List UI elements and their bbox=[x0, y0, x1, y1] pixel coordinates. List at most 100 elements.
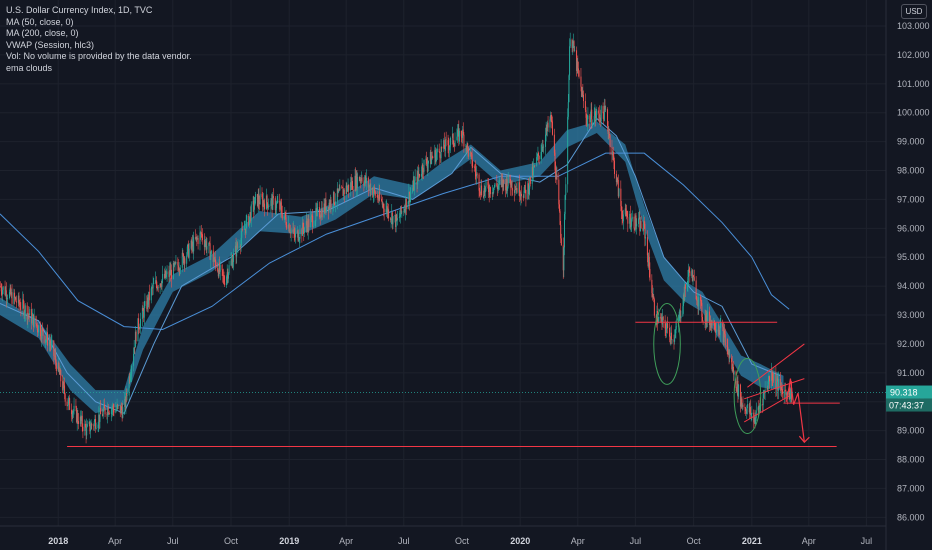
legend-volume[interactable]: Vol: No volume is provided by the data v… bbox=[6, 51, 192, 61]
candle-body bbox=[744, 407, 746, 408]
candle-body bbox=[736, 387, 738, 392]
candle-body bbox=[36, 325, 38, 331]
candle-body bbox=[350, 182, 352, 187]
candle-body bbox=[422, 164, 424, 172]
candle-body bbox=[33, 314, 35, 328]
candle-body bbox=[224, 282, 226, 286]
candle-body bbox=[160, 283, 162, 286]
candle-body bbox=[412, 179, 414, 189]
legend-ema-clouds[interactable]: ema clouds bbox=[6, 62, 53, 73]
candle-body bbox=[146, 297, 148, 309]
candle-body bbox=[670, 332, 672, 340]
candle-body bbox=[607, 126, 609, 134]
legend-ma50[interactable]: MA (50, close, 0) bbox=[6, 16, 74, 27]
candle-body bbox=[379, 191, 381, 199]
candle-body bbox=[20, 308, 22, 310]
candle-body bbox=[253, 205, 255, 210]
candle-body bbox=[323, 203, 325, 218]
candle-body bbox=[572, 43, 574, 49]
candle-body bbox=[10, 292, 12, 296]
candle-body bbox=[239, 246, 241, 247]
candle-body bbox=[594, 111, 596, 117]
candle-body bbox=[352, 181, 354, 190]
candle-body bbox=[669, 327, 671, 337]
candle-body bbox=[289, 232, 291, 233]
candle-body bbox=[306, 221, 308, 226]
candle-body bbox=[51, 340, 53, 342]
candle-body bbox=[679, 310, 681, 319]
candle-body bbox=[359, 179, 361, 181]
candle-body bbox=[511, 181, 513, 190]
candle-body bbox=[453, 144, 455, 146]
candle-body bbox=[713, 320, 715, 330]
candle-body bbox=[91, 423, 93, 426]
candle-body bbox=[763, 391, 765, 394]
candle-body bbox=[361, 177, 363, 182]
candle-body bbox=[399, 216, 401, 218]
candle-body bbox=[436, 148, 438, 153]
countdown-badge bbox=[886, 398, 932, 412]
candle-body bbox=[186, 255, 188, 264]
candle-body bbox=[8, 292, 10, 298]
candle-body bbox=[24, 305, 26, 314]
candle-body bbox=[356, 173, 358, 188]
y-tick-label: 86.000 bbox=[897, 512, 925, 522]
candle-body bbox=[568, 75, 570, 103]
candle-body bbox=[122, 406, 124, 418]
candle-body bbox=[789, 396, 791, 399]
candle-body bbox=[790, 387, 792, 397]
candle-body bbox=[71, 409, 73, 415]
candle-body bbox=[414, 176, 416, 181]
candle-body bbox=[444, 148, 446, 151]
y-tick-label: 87.000 bbox=[897, 483, 925, 493]
candle-body bbox=[741, 404, 743, 406]
candle-body bbox=[540, 152, 542, 160]
candle-body bbox=[643, 220, 645, 231]
candle-body bbox=[675, 326, 677, 334]
candle-body bbox=[131, 365, 133, 374]
candle-body bbox=[479, 190, 481, 193]
candle-body bbox=[99, 408, 101, 422]
candle-body bbox=[4, 286, 6, 295]
candle-body bbox=[537, 152, 539, 157]
candle-body bbox=[493, 187, 495, 193]
candle-body bbox=[750, 407, 752, 416]
candle-body bbox=[708, 311, 710, 326]
candle-body bbox=[451, 133, 453, 138]
candle-body bbox=[391, 212, 393, 225]
candle-body bbox=[1, 291, 3, 295]
candle-body bbox=[386, 206, 388, 214]
candle-body bbox=[404, 209, 406, 213]
candle-body bbox=[134, 347, 136, 348]
candle-body bbox=[183, 254, 185, 264]
candle-body bbox=[2, 289, 4, 295]
candle-body bbox=[554, 152, 556, 170]
legend-vwap[interactable]: VWAP (Session, hlc3) bbox=[6, 39, 95, 50]
candle-body bbox=[474, 167, 476, 173]
candle-body bbox=[788, 387, 790, 400]
candle-body bbox=[430, 151, 432, 164]
currency-button[interactable]: USD bbox=[901, 4, 927, 19]
candle-body bbox=[421, 164, 423, 175]
candle-body bbox=[157, 287, 159, 290]
candle-body bbox=[383, 203, 385, 209]
candle-body bbox=[651, 292, 653, 298]
candle-body bbox=[445, 139, 447, 151]
candle-body bbox=[60, 369, 62, 382]
candle-body bbox=[319, 207, 321, 218]
candle-body bbox=[334, 201, 336, 204]
candle-body bbox=[298, 240, 300, 241]
candle-body bbox=[329, 199, 331, 207]
candle-body bbox=[219, 264, 221, 272]
candle-body bbox=[365, 176, 367, 184]
candle-body bbox=[722, 322, 724, 327]
legend-ma200[interactable]: MA (200, close, 0) bbox=[6, 28, 79, 38]
candle-body bbox=[55, 362, 57, 372]
candle-body bbox=[364, 176, 366, 181]
candle-body bbox=[717, 329, 719, 332]
candle-body bbox=[584, 101, 586, 111]
y-tick-label: 102.000 bbox=[897, 50, 930, 60]
candle-body bbox=[235, 245, 237, 257]
